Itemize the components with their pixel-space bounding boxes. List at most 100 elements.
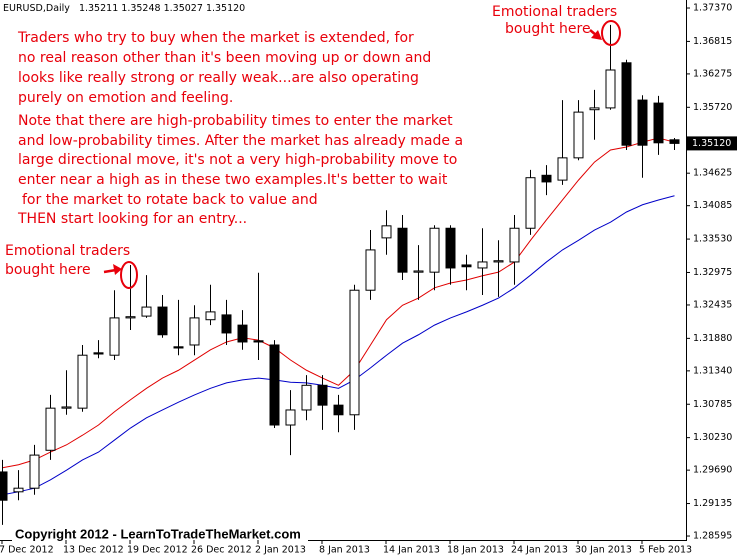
x-tick-label: 19 Dec 2012	[127, 545, 188, 556]
symbol: EURUSD,Daily	[3, 3, 70, 14]
candle-body	[285, 409, 296, 426]
candle-body	[541, 174, 552, 183]
candle-body	[637, 99, 648, 146]
note-line: enter near a high as in these two exampl…	[18, 172, 448, 188]
candle-body	[237, 324, 248, 343]
note-line: looks like really strong or really weak.…	[18, 70, 419, 86]
candle-body	[93, 352, 104, 355]
candle-body	[461, 264, 472, 268]
candle-body	[205, 311, 216, 321]
chart-header: EURUSD,Daily 1.35211 1.35248 1.35027 1.3…	[3, 3, 245, 14]
copyright-background	[12, 527, 308, 543]
x-tick-label: 2 Jan 2013	[255, 545, 306, 556]
x-tick-label: 18 Jan 2013	[447, 545, 504, 556]
x-tick-label: 30 Jan 2013	[575, 545, 632, 556]
candle-body	[253, 340, 264, 343]
note-line: Traders who try to buy when the market i…	[17, 30, 414, 46]
candle-body	[29, 454, 40, 489]
candle-body	[445, 227, 456, 269]
y-tick-label: 1.28595	[693, 531, 732, 542]
y-tick-label: 1.36275	[693, 68, 732, 79]
x-tick-label: 8 Jan 2013	[319, 545, 370, 556]
moving-average	[2, 195, 675, 496]
candle-body	[221, 314, 232, 334]
candle-body	[333, 404, 344, 416]
callout-right: Emotional traders bought here	[492, 4, 621, 46]
callout-arrowhead	[591, 30, 602, 40]
callout-circle	[120, 261, 138, 289]
candle-body	[317, 384, 328, 406]
candle-body	[669, 139, 680, 144]
candle-body	[557, 157, 568, 181]
note-line: for the market to rotate back to value a…	[22, 192, 318, 208]
header-value: 1.35248	[121, 3, 160, 14]
moving-average	[2, 137, 675, 469]
price-marker-label: 1.35120	[692, 138, 731, 149]
copyright: Copyright 2012 - LearnToTradeTheMarket.c…	[15, 526, 301, 541]
y-tick-label: 1.34625	[693, 168, 732, 179]
callout-line: bought here	[505, 21, 591, 37]
candle-body	[301, 384, 312, 411]
y-tick-label: 1.31880	[693, 333, 732, 344]
plot-area	[0, 24, 680, 525]
candle-body	[589, 107, 600, 111]
callout-arrow	[103, 268, 117, 274]
candle-body	[525, 177, 536, 229]
y-tick-label: 1.29690	[693, 465, 732, 476]
x-tick-label: 26 Dec 2012	[191, 545, 252, 556]
y-tick-label: 1.30785	[693, 399, 732, 410]
candle-body	[509, 227, 520, 263]
y-tick-label: 1.33530	[693, 234, 732, 245]
callout-arrowhead	[113, 264, 122, 275]
header-value: 1.35211	[79, 3, 118, 14]
callout-line: Emotional traders	[5, 243, 130, 259]
candle-body	[61, 406, 72, 409]
candle-body	[157, 306, 168, 336]
y-tick-label: 1.31340	[693, 365, 732, 376]
candle-body	[269, 344, 280, 426]
candle-body	[397, 227, 408, 273]
y-tick-label: 1.37370	[693, 3, 732, 14]
callout-line: bought here	[5, 262, 91, 278]
x-tick-label: 5 Feb 2013	[639, 545, 692, 556]
candle-body	[173, 346, 184, 349]
candle-body	[605, 69, 616, 109]
candle-body	[365, 249, 376, 291]
candle-body	[109, 317, 120, 356]
price-marker	[687, 136, 737, 151]
candle-body	[45, 407, 56, 451]
y-tick-label: 1.29135	[693, 498, 732, 509]
candle-body	[493, 260, 504, 263]
header-value: 1.35120	[206, 3, 245, 14]
candle-body	[141, 306, 152, 317]
callout-circle	[601, 20, 621, 46]
x-tick-label: 24 Jan 2013	[511, 545, 568, 556]
y-tick-label: 1.30230	[693, 432, 732, 443]
y-tick-label: 1.36815	[693, 36, 732, 47]
note-line: THEN start looking for an entry...	[17, 211, 247, 227]
note-line: and low-probability times. After the mar…	[18, 133, 463, 149]
header-value: 1.35027	[164, 3, 203, 14]
candle-body	[13, 487, 24, 493]
x-tick-label: 13 Dec 2012	[63, 545, 124, 556]
x-tick-label: 14 Jan 2013	[383, 545, 440, 556]
candle-body	[349, 289, 360, 416]
candle-body	[573, 111, 584, 159]
candle-body	[125, 316, 136, 319]
candle-body	[653, 102, 664, 144]
candle-body	[477, 261, 488, 269]
y-tick-label: 1.34085	[693, 200, 732, 211]
candle-body	[189, 317, 200, 346]
callout-left: Emotional traders bought here	[5, 243, 138, 289]
note-line: no real reason other than it's been movi…	[18, 50, 431, 66]
x-tick-label: 7 Dec 2012	[0, 545, 54, 556]
y-tick-label: 1.35720	[693, 102, 732, 113]
candle-body	[77, 354, 88, 409]
note-line: Note that there are high-probability tim…	[18, 113, 453, 129]
note-line: purely on emotion and feeling.	[18, 90, 233, 106]
callout-line: Emotional traders	[492, 4, 617, 20]
candle-body	[621, 62, 632, 146]
candle-body	[413, 270, 424, 273]
candle-body	[429, 227, 440, 273]
